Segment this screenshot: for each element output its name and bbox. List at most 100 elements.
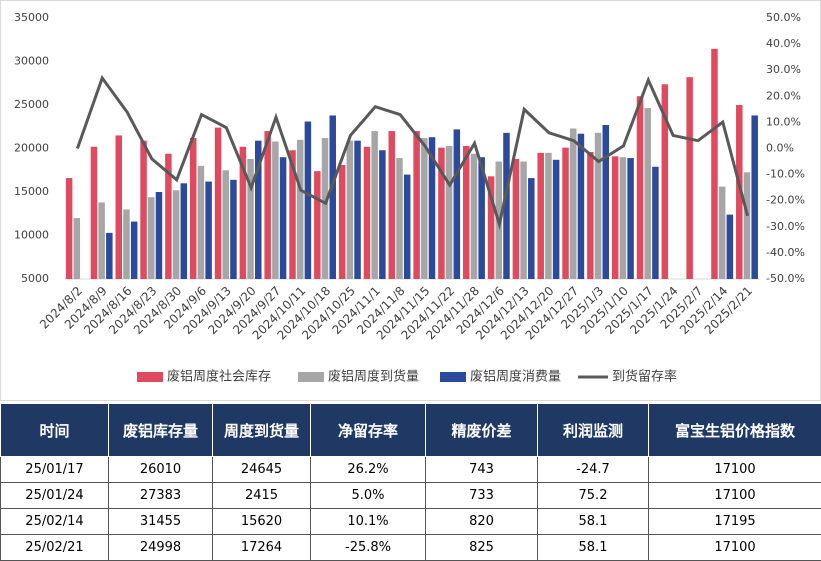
bar — [537, 153, 544, 279]
y2-tick-label: 20.0% — [766, 89, 801, 102]
bar — [371, 131, 378, 279]
bar — [513, 159, 520, 279]
y2-tick-label: 30.0% — [766, 63, 801, 76]
y-tick-label: 15000 — [14, 185, 49, 198]
y2-tick-label: 10.0% — [766, 115, 801, 128]
bar — [140, 141, 147, 279]
bar — [463, 146, 470, 279]
y2-tick-label: -30.0% — [766, 220, 805, 233]
data-table: 时间废铝库存量周度到货量净留存率精废价差利润监测富宝生铝价格指数 25/01/1… — [0, 403, 821, 561]
bar — [421, 138, 428, 279]
y-tick-label: 5000 — [21, 272, 49, 285]
table-cell: 26010 — [109, 457, 213, 483]
bar — [379, 150, 386, 279]
bar — [329, 115, 336, 279]
table-cell: 27383 — [109, 483, 213, 509]
bar — [364, 147, 371, 279]
bar — [553, 160, 560, 279]
table-cell: 25/01/17 — [1, 457, 109, 483]
bar — [570, 128, 577, 279]
table-header: 时间废铝库存量周度到货量净留存率精废价差利润监测富宝生铝价格指数 — [1, 404, 821, 457]
header-cell: 精废价差 — [426, 404, 538, 457]
legend-swatch — [137, 372, 163, 382]
legend-label: 废铝周度到货量 — [328, 369, 419, 385]
legend-label: 废铝周度消费量 — [470, 369, 561, 385]
table-cell: 17100 — [649, 535, 821, 561]
bar — [148, 197, 155, 279]
table-cell: 24998 — [109, 535, 213, 561]
bar — [322, 138, 329, 279]
table-cell: 31455 — [109, 509, 213, 535]
table-cell: 25/02/14 — [1, 509, 109, 535]
bar — [404, 175, 411, 279]
bar — [471, 154, 478, 279]
y2-tick-label: -20.0% — [766, 194, 805, 207]
table-cell: 5.0% — [311, 483, 426, 509]
bar — [562, 148, 569, 279]
y-tick-label: 35000 — [14, 11, 49, 24]
bar — [587, 152, 594, 279]
table-cell: 743 — [426, 457, 538, 483]
bar — [156, 192, 163, 279]
table-cell: 25/02/21 — [1, 535, 109, 561]
bar — [272, 142, 279, 279]
table-cell: 825 — [426, 535, 538, 561]
bar — [181, 183, 188, 279]
bar — [711, 49, 718, 279]
bar — [264, 131, 271, 279]
header-cell: 周度到货量 — [213, 404, 311, 457]
y2-tick-label: 40.0% — [766, 37, 801, 50]
bar — [396, 158, 403, 279]
bar — [644, 108, 651, 279]
y-tick-label: 10000 — [14, 229, 49, 242]
bar — [116, 135, 123, 279]
y2-tick-label: 0.0% — [766, 142, 794, 155]
table-cell: 58.1 — [538, 509, 649, 535]
bar — [222, 170, 229, 279]
table-cell: 17100 — [649, 457, 821, 483]
bar — [339, 165, 346, 279]
bar — [686, 77, 693, 279]
header-cell: 利润监测 — [538, 404, 649, 457]
bar — [106, 233, 113, 279]
table-cell: 820 — [426, 509, 538, 535]
table-cell: -25.8% — [311, 535, 426, 561]
bar — [652, 167, 659, 279]
legend-label: 到货留存率 — [612, 369, 677, 385]
bar — [446, 146, 453, 279]
bar — [389, 131, 396, 279]
bar — [354, 141, 361, 279]
chart-frame — [1, 1, 821, 401]
bar — [173, 190, 180, 279]
y2-tick-label: -40.0% — [766, 246, 805, 259]
y2-tick-label: -10.0% — [766, 168, 805, 181]
bar — [578, 134, 585, 279]
header-cell: 净留存率 — [311, 404, 426, 457]
bar — [98, 202, 105, 279]
bar — [123, 209, 130, 279]
y-tick-label: 20000 — [14, 142, 49, 155]
bar — [74, 218, 81, 279]
bar — [595, 133, 602, 279]
bar — [190, 138, 197, 279]
header-cell: 富宝生铝价格指数 — [649, 404, 821, 457]
table-cell: 58.1 — [538, 535, 649, 561]
header-cell: 时间 — [1, 404, 109, 457]
bar — [314, 171, 321, 279]
table-cell: 2415 — [213, 483, 311, 509]
bar — [545, 153, 552, 279]
y2-tick-label: -50.0% — [766, 272, 805, 285]
table-cell: 24645 — [213, 457, 311, 483]
table-cell: 25/01/24 — [1, 483, 109, 509]
bar — [520, 162, 527, 279]
bar — [215, 128, 222, 279]
legend-swatch — [440, 372, 466, 382]
bar — [620, 157, 627, 279]
